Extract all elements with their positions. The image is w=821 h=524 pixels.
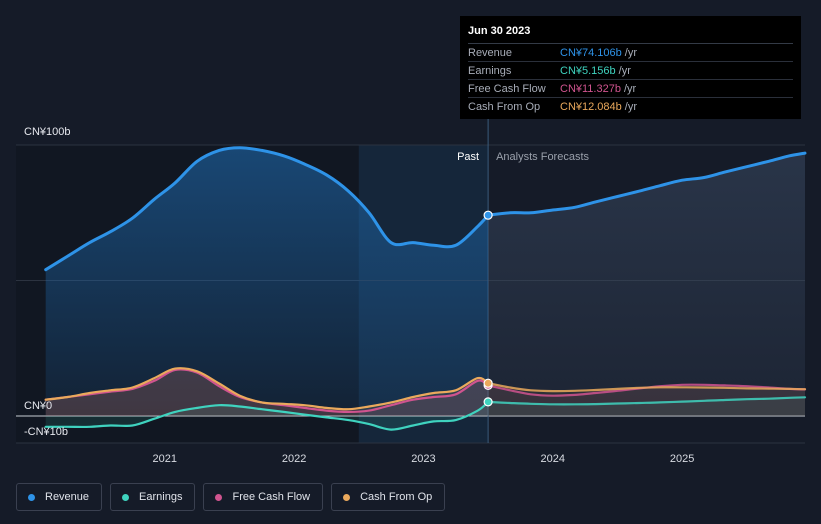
tooltip-name: Revenue [468, 46, 513, 59]
tooltip-date: Jun 30 2023 [468, 25, 793, 44]
forecast-label: Analysts Forecasts [496, 151, 589, 163]
legend-dot-icon [28, 493, 35, 501]
tooltip-row-revenue: Revenue CN¥74.106b/yr [468, 44, 793, 62]
x-label-2025: 2025 [670, 453, 694, 465]
tooltip-row-cash-from-op: Cash From Op CN¥12.084b/yr [468, 98, 793, 115]
legend-label: Free Cash Flow [232, 491, 311, 503]
x-label-2022: 2022 [282, 453, 306, 465]
tooltip-rows: Revenue CN¥74.106b/yr Earnings CN¥5.156b/yr… [468, 44, 793, 115]
tooltip-value: CN¥5.156b [560, 64, 616, 77]
tooltip-value: CN¥74.106b [560, 46, 622, 59]
y-label-0: CN¥0 [24, 400, 52, 412]
y-label-100: CN¥100b [24, 126, 70, 138]
tooltip-row-earnings: Earnings CN¥5.156b/yr [468, 62, 793, 80]
revenue-past-area [45, 147, 489, 416]
legend-dot-icon [122, 493, 130, 501]
tooltip-unit: /yr [624, 46, 638, 59]
cash-from-op-forecast-line [487, 382, 807, 393]
series-markers [483, 210, 493, 407]
cash-from-op-marker [483, 378, 493, 388]
y-axis-labels: CN¥100b CN¥0 -CN¥10b [24, 126, 70, 438]
legend-dot-icon [343, 493, 351, 501]
tooltip-unit: /yr [618, 64, 631, 77]
series-lines [44, 146, 807, 431]
legend-item-cash-from-op[interactable]: Cash From Op [331, 483, 446, 511]
past-label: Past [457, 151, 479, 163]
legend: Revenue Earnings Free Cash Flow Cash From O… [16, 483, 446, 511]
tooltip-unit: /yr [623, 82, 637, 95]
tooltip-name: Earnings [468, 64, 512, 77]
x-label-2021: 2021 [153, 453, 177, 465]
earnings-forecast-line [487, 396, 807, 406]
legend-item-revenue[interactable]: Revenue [16, 483, 103, 511]
tooltip-value: CN¥11.327b [560, 82, 621, 95]
revenue-forecast-line [486, 151, 807, 217]
earnings-forecast-area [488, 397, 805, 416]
free-cash-flow-forecast-area [488, 384, 805, 416]
legend-label: Revenue [45, 491, 90, 503]
revenue-marker [483, 210, 493, 220]
tooltip-value: CN¥12.084b [560, 100, 622, 113]
legend-label: Cash From Op [360, 491, 433, 503]
tooltip-name: Free Cash Flow [468, 82, 546, 95]
legend-item-free-cash-flow[interactable]: Free Cash Flow [203, 483, 324, 511]
x-label-2024: 2024 [541, 453, 565, 465]
x-label-2023: 2023 [411, 453, 435, 465]
x-axis-labels: 2021 2022 2023 2024 2025 [153, 453, 695, 465]
tooltip-unit: /yr [624, 100, 638, 113]
earnings-past-area [45, 401, 489, 430]
legend-dot-icon [215, 493, 223, 501]
earnings-marker [483, 397, 493, 407]
revenue-forecast-area [488, 153, 805, 416]
series-areas [45, 147, 805, 430]
legend-label: Earnings [139, 491, 183, 503]
revenue-past-line [44, 146, 490, 272]
tooltip-row-free-cash-flow: Free Cash Flow CN¥11.327b/yr [468, 80, 793, 98]
y-label--10: -CN¥10b [24, 426, 68, 438]
tooltip: Jun 30 2023 Revenue CN¥74.106b/yr Earnings… [460, 16, 801, 119]
legend-item-earnings[interactable]: Earnings [110, 483, 196, 511]
earnings-past-line [44, 400, 490, 431]
cash-from-op-past-line [44, 367, 490, 411]
tooltip-name: Cash From Op [468, 100, 541, 113]
